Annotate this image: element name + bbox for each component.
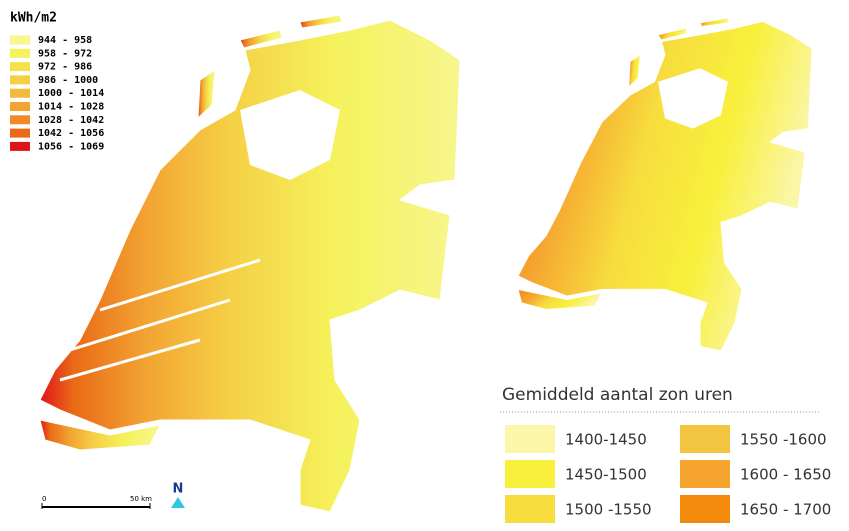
legend-swatch — [10, 88, 30, 98]
legend-swatch — [680, 425, 730, 453]
legend-label: 1500 -1550 — [565, 501, 652, 519]
right-legend: 1400-1450 1450-1500 1500 -1550 1550 -1600 16… — [505, 425, 831, 523]
legend-label: 958 - 972 — [38, 48, 92, 59]
north-label: N — [173, 482, 184, 497]
legend-label: 1400-1450 — [565, 431, 647, 449]
legend-swatch — [10, 115, 30, 125]
right-legend-title: Gemiddeld aantal zon uren — [502, 385, 733, 405]
legend-label: 1056 - 1069 — [38, 141, 104, 152]
legend-swatch — [505, 495, 555, 523]
legend-label: 1042 - 1056 — [38, 128, 104, 139]
right-map — [517, 17, 813, 352]
legend-label: 1550 -1600 — [740, 431, 827, 449]
legend-label: 1600 - 1650 — [740, 466, 831, 484]
legend-swatch — [10, 48, 30, 58]
scale-end: 50 km — [130, 495, 152, 503]
legend-label: 1450-1500 — [565, 466, 647, 484]
legend-swatch — [505, 425, 555, 453]
legend-label: 1028 - 1042 — [38, 115, 104, 126]
legend-label: 1014 - 1028 — [38, 102, 104, 113]
legend-swatch — [505, 460, 555, 488]
legend-swatch — [10, 62, 30, 72]
legend-label: 972 - 986 — [38, 62, 92, 73]
ijsselmeer — [240, 90, 340, 180]
left-legend: 944 - 958 958 - 972 972 - 986 986 - 1000 100… — [10, 35, 104, 152]
legend-swatch — [10, 141, 30, 151]
legend-label: 1650 - 1700 — [740, 501, 831, 519]
left-map — [39, 14, 461, 513]
scale-bar: 0 50 km — [41, 495, 152, 509]
legend-label: 986 - 1000 — [38, 75, 98, 86]
legend-swatch — [10, 75, 30, 85]
north-arrow: N — [171, 482, 185, 508]
legend-label: 1000 - 1014 — [38, 88, 104, 99]
legend-label: 944 - 958 — [38, 35, 92, 46]
legend-swatch — [10, 102, 30, 111]
legend-swatch — [680, 460, 730, 488]
legend-swatch — [10, 35, 30, 45]
left-legend-title: kWh/m2 — [10, 11, 57, 26]
legend-swatch — [680, 495, 730, 523]
scale-start: 0 — [42, 495, 46, 503]
legend-swatch — [10, 128, 30, 138]
